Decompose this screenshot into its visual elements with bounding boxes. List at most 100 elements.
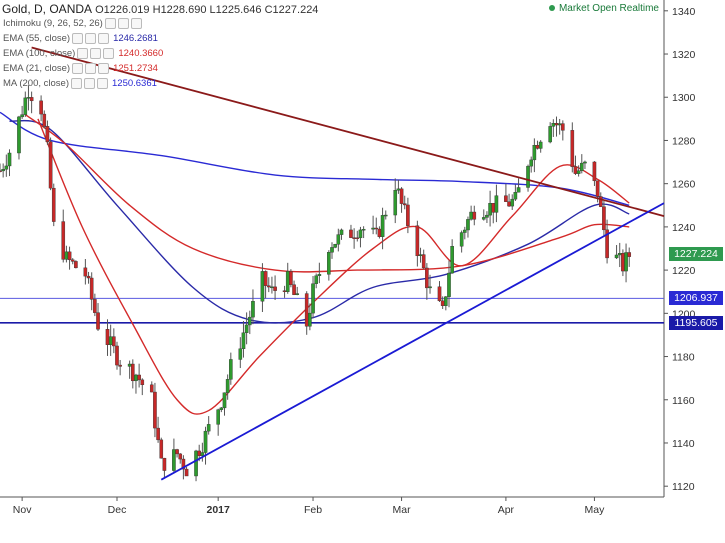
settings-icon[interactable] [85, 63, 97, 74]
legend-value: 1251.2734 [113, 63, 158, 75]
candle-body [425, 267, 429, 289]
candle-body [418, 254, 423, 257]
candle-body [219, 407, 224, 410]
candle-body [194, 450, 198, 477]
candle-body [406, 204, 410, 226]
candle-body [96, 312, 100, 330]
close-icon[interactable] [98, 63, 110, 74]
candle-body [137, 374, 141, 381]
settings-icon[interactable] [117, 18, 129, 29]
candle-body [112, 336, 116, 347]
y-tick-label: 1340 [672, 6, 696, 18]
candle-body [459, 232, 464, 247]
y-tick-label: 1240 [672, 222, 696, 234]
legend-row[interactable]: MA (200, close) 1250.6361 [3, 78, 157, 89]
candle-body [444, 296, 448, 306]
candle-body [592, 161, 597, 182]
candle-body [355, 237, 360, 239]
settings-icon[interactable] [90, 48, 102, 59]
candle-body [105, 329, 110, 346]
candle-body [327, 252, 331, 275]
legend-label: EMA (55, close) [3, 33, 71, 45]
candle-body [149, 384, 154, 393]
candle-body [26, 97, 31, 99]
candle-body [526, 165, 530, 188]
candle-body [548, 126, 552, 143]
candle-body [595, 180, 600, 197]
candle-body [529, 159, 533, 167]
candle-body [175, 449, 179, 455]
candle-body [602, 206, 606, 231]
candle-body [358, 229, 363, 239]
x-tick-label: May [585, 504, 606, 516]
ma-line [0, 111, 630, 206]
ma-line [37, 118, 630, 415]
candle-body [203, 430, 208, 453]
close-icon[interactable] [103, 48, 115, 59]
candle-body [371, 227, 375, 230]
candle-body [579, 162, 584, 171]
legend-row[interactable]: EMA (100, close) 1240.3660 [3, 48, 163, 59]
candle-body [1, 169, 5, 172]
eye-icon[interactable] [77, 48, 89, 59]
settings-icon[interactable] [84, 78, 95, 89]
candle-body [295, 293, 300, 295]
candle-body [308, 312, 312, 327]
eye-icon[interactable] [71, 78, 82, 89]
trendline-resistance [31, 46, 665, 217]
candle-body [86, 275, 91, 279]
candle-body [162, 457, 167, 471]
candles [0, 85, 632, 482]
eye-icon[interactable] [72, 33, 84, 44]
legend-row[interactable]: EMA (21, close) 1251.2734 [3, 63, 158, 74]
close-icon[interactable] [97, 78, 108, 89]
candle-body [285, 271, 290, 292]
y-tick-label: 1260 [672, 179, 696, 191]
candle-body [42, 113, 47, 127]
candle-body [380, 215, 385, 237]
candle-body [134, 374, 138, 382]
candle-body [159, 439, 164, 459]
eye-icon[interactable] [72, 63, 84, 74]
candle-body [485, 214, 489, 218]
legend-value: 1250.6361 [112, 78, 157, 90]
candle-body [374, 227, 379, 230]
trendlines [31, 46, 665, 481]
candle-body [45, 126, 50, 143]
close-icon[interactable] [130, 18, 142, 29]
candle-body [349, 229, 353, 238]
candle-body [241, 332, 246, 350]
candle-body [108, 336, 113, 346]
settings-icon[interactable] [85, 33, 97, 44]
candle-body [292, 284, 296, 295]
candle-body [317, 274, 322, 276]
eye-icon[interactable] [104, 18, 116, 29]
candle-body [51, 187, 56, 222]
candle-body [614, 254, 619, 259]
legend-row[interactable]: Ichimoku (9, 26, 52, 26) [3, 18, 146, 29]
candle-body [339, 229, 344, 235]
ohlc-readout: O1226.019 H1228.690 L1225.646 C1227.224 [95, 4, 319, 16]
candle-body [561, 123, 565, 131]
candle-body [472, 211, 477, 220]
close-icon[interactable] [98, 33, 110, 44]
candle-body [7, 152, 12, 167]
candle-body [93, 299, 97, 313]
y-tick-label: 1280 [672, 135, 696, 147]
y-tick-label: 1320 [672, 49, 696, 61]
y-tick-label: 1140 [672, 438, 695, 450]
candle-body [428, 286, 432, 289]
candle-body [554, 123, 559, 126]
candle-body [244, 324, 249, 333]
chart-header: Gold, D, OANDA O1226.019 H1228.690 L1225… [2, 2, 318, 16]
legend-value: 1240.3660 [118, 48, 164, 60]
symbol-title[interactable]: Gold, D, OANDA [2, 2, 93, 16]
candle-body [535, 145, 540, 149]
legend-row[interactable]: EMA (55, close) 1246.2681 [3, 33, 158, 44]
x-tick-label: 2017 [206, 504, 230, 516]
candle-body [481, 217, 486, 220]
y-tick-label: 1120 [672, 481, 695, 493]
candle-body [624, 252, 628, 272]
legend-label: EMA (100, close) [3, 48, 76, 60]
